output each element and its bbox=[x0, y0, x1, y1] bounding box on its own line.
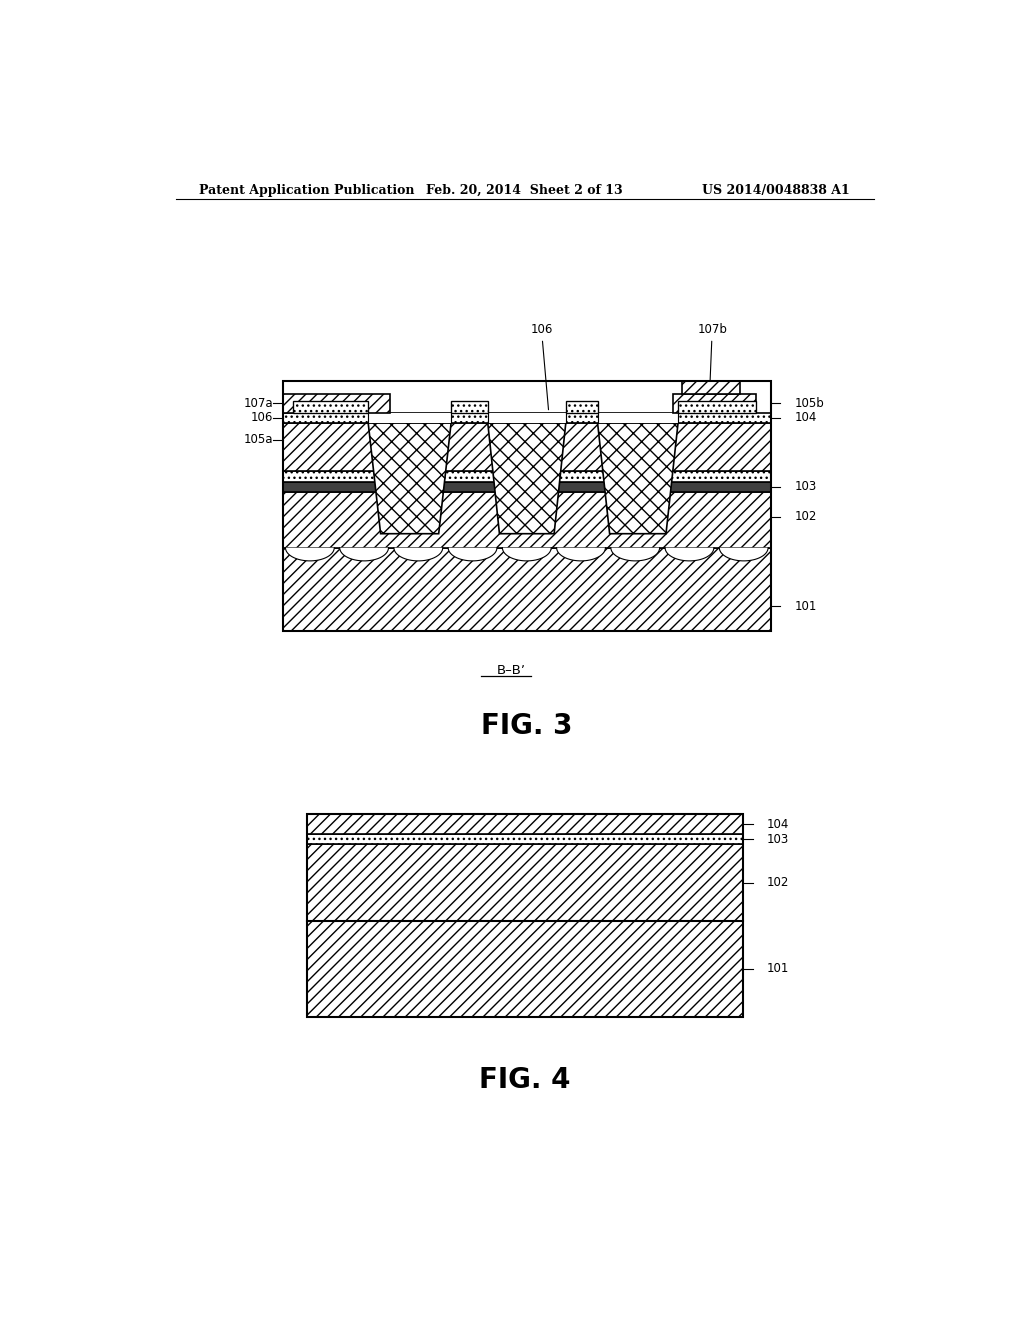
Bar bbox=[306, 834, 743, 845]
Polygon shape bbox=[557, 548, 605, 561]
Text: 107a: 107a bbox=[244, 397, 273, 409]
Bar bbox=[283, 492, 771, 548]
Bar bbox=[283, 548, 771, 631]
Polygon shape bbox=[449, 548, 497, 561]
Text: 106: 106 bbox=[530, 322, 553, 409]
Bar bbox=[566, 400, 598, 412]
Bar bbox=[598, 412, 678, 422]
Bar bbox=[306, 814, 743, 1018]
Polygon shape bbox=[719, 548, 768, 561]
Bar bbox=[283, 395, 390, 412]
Bar bbox=[293, 400, 369, 412]
Bar bbox=[678, 400, 756, 412]
Text: FIG. 4: FIG. 4 bbox=[479, 1067, 570, 1094]
Bar bbox=[283, 412, 771, 422]
Text: 104: 104 bbox=[795, 411, 817, 424]
Text: 104: 104 bbox=[767, 817, 790, 830]
Bar bbox=[306, 921, 743, 1018]
Bar bbox=[283, 482, 771, 492]
Text: Feb. 20, 2014  Sheet 2 of 13: Feb. 20, 2014 Sheet 2 of 13 bbox=[426, 183, 624, 197]
Polygon shape bbox=[340, 548, 388, 561]
Bar bbox=[682, 381, 739, 395]
Polygon shape bbox=[487, 422, 566, 533]
Text: 102: 102 bbox=[767, 876, 790, 890]
Bar bbox=[487, 412, 566, 422]
Text: 101: 101 bbox=[795, 599, 817, 612]
Polygon shape bbox=[394, 548, 442, 561]
Bar bbox=[283, 422, 771, 471]
Bar bbox=[306, 845, 743, 921]
Polygon shape bbox=[598, 422, 678, 533]
Text: US 2014/0048838 A1: US 2014/0048838 A1 bbox=[702, 183, 850, 197]
Text: Patent Application Publication: Patent Application Publication bbox=[200, 183, 415, 197]
Bar bbox=[369, 412, 452, 422]
Text: 103: 103 bbox=[795, 480, 817, 494]
Polygon shape bbox=[503, 548, 551, 561]
Bar bbox=[283, 381, 771, 631]
Text: 103: 103 bbox=[767, 833, 790, 846]
Text: 107b: 107b bbox=[697, 322, 727, 385]
Polygon shape bbox=[286, 548, 334, 561]
Text: 105a: 105a bbox=[244, 433, 273, 446]
Text: B–Bʼ: B–Bʼ bbox=[497, 664, 525, 677]
Polygon shape bbox=[611, 548, 659, 561]
Bar bbox=[283, 471, 771, 482]
Text: 102: 102 bbox=[795, 511, 817, 524]
Text: 101: 101 bbox=[767, 962, 790, 975]
Text: 105b: 105b bbox=[795, 397, 824, 409]
Polygon shape bbox=[369, 422, 452, 533]
Polygon shape bbox=[665, 548, 714, 561]
Bar bbox=[452, 400, 487, 412]
Text: FIG. 3: FIG. 3 bbox=[481, 713, 572, 741]
Bar bbox=[306, 814, 743, 834]
Text: 106: 106 bbox=[251, 411, 273, 424]
Bar bbox=[673, 395, 756, 412]
